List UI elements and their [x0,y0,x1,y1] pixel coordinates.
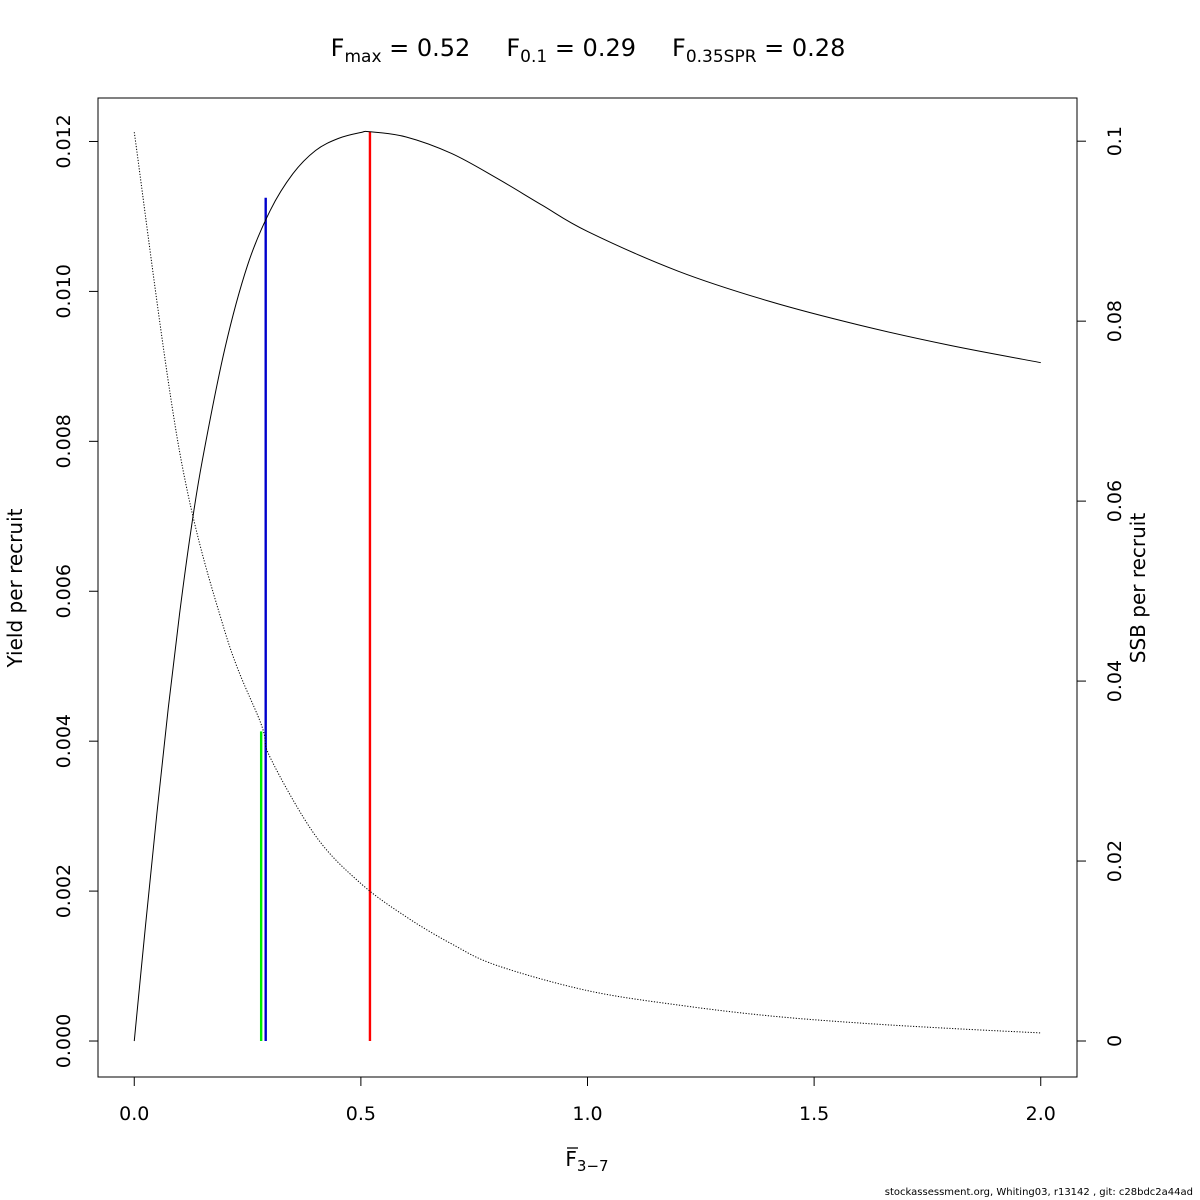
x-axis-label-sub: 3−7 [577,1157,609,1175]
title-f01-value: = 0.29 [547,34,636,62]
y-axis-left-label: Yield per recruit [3,508,27,668]
y-right-tick-label: 0 [1104,1035,1126,1047]
x-tick-label: 0.0 [119,1103,149,1125]
y-left-tick-label: 0.002 [53,864,75,918]
x-axis: 0.0 0.5 1.0 1.5 2.0 [119,1076,1056,1125]
x-tick-label: 0.5 [346,1103,376,1125]
x-axis-label-base: F [565,1147,577,1171]
title-fmax-value: = 0.52 [382,34,471,62]
title-fmax-base: F [331,34,345,62]
y-left-tick-label: 0.012 [53,114,75,168]
title-fspr-base: F [672,34,686,62]
y-left-tick-label: 0.004 [53,714,75,768]
reference-lines [259,131,372,1042]
plot-frame [97,97,1078,1078]
y-axis-left: 0.000 0.002 0.004 0.006 0.008 0.010 0.012 [53,114,99,1068]
x-axis-label: F3−7 [565,1147,608,1175]
y-left-tick-label: 0.000 [53,1014,75,1068]
y-left-tick-label: 0.006 [53,564,75,618]
y-right-tick-label: 0.02 [1104,840,1126,882]
yield-per-recruit-curve [133,130,1041,1042]
title-fmax-sub: max [344,47,381,67]
y-right-tick-label: 0.1 [1104,126,1126,156]
y-right-tick-label: 0.08 [1104,300,1126,342]
y-right-tick-label: 0.06 [1104,480,1126,522]
y-right-tick-label: 0.04 [1104,660,1126,702]
y-axis-right: 0 0.02 0.04 0.06 0.08 0.1 [1076,126,1126,1047]
y-axis-right-label: SSB per recruit [1126,513,1150,664]
title-fspr-sub: 0.35SPR [686,47,757,67]
title-f01-sub: 0.1 [520,47,547,67]
series-layer [133,130,1041,1042]
title-fspr-value: = 0.28 [757,34,846,62]
chart-title: Fmax = 0.52 F0.1 = 0.29 F0.35SPR = 0.28 [331,34,846,67]
x-tick-label: 1.5 [799,1103,829,1125]
title-f01-base: F [506,34,520,62]
y-left-tick-label: 0.008 [53,414,75,468]
ssb-per-recruit-curve [133,132,1041,1034]
x-tick-label: 1.0 [572,1103,602,1125]
footer-credit: stockassessment.org, Whiting03, r13142 ,… [884,1187,1193,1198]
y-left-tick-label: 0.010 [53,264,75,318]
x-tick-label: 2.0 [1026,1103,1056,1125]
